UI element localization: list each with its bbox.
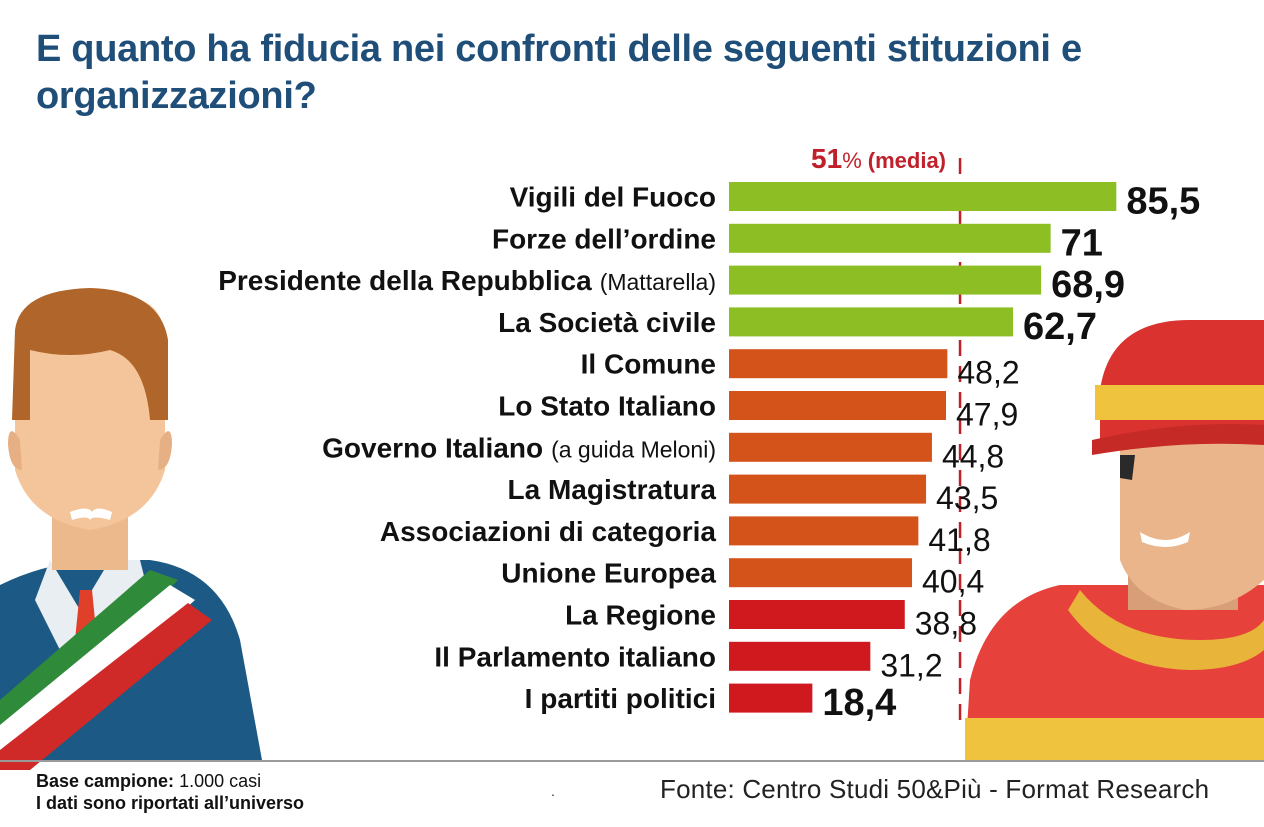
category-name: La Società civile <box>498 307 716 338</box>
category-label: Unione Europea <box>501 558 716 589</box>
mayor-with-tricolor-sash-icon <box>0 288 262 770</box>
bar <box>729 683 813 713</box>
category-name: La Magistratura <box>508 474 717 505</box>
category-name: Vigili del Fuoco <box>510 182 716 213</box>
bar <box>729 600 905 629</box>
category-name: Associazioni di categoria <box>380 516 717 547</box>
average-note: (media) <box>868 148 946 173</box>
category-label: Forze dell’ordine <box>492 223 716 254</box>
category-name: Il Parlamento italiano <box>434 641 716 672</box>
universe-note: I dati sono riportati all’universo <box>36 793 305 813</box>
firefighter-icon <box>965 320 1264 760</box>
category-label: Lo Stato Italiano <box>498 391 716 422</box>
category-name: Il Comune <box>581 349 716 380</box>
bar <box>729 307 1014 337</box>
value-label: 85,5 <box>1126 181 1200 223</box>
bar <box>729 182 1117 211</box>
footer-dot: . <box>551 783 555 799</box>
bar <box>729 432 932 462</box>
bar <box>729 349 948 379</box>
category-label: Governo Italiano (a guida Meloni) <box>322 432 716 463</box>
category-name: Lo Stato Italiano <box>498 391 716 422</box>
category-label: La Magistratura <box>508 474 717 505</box>
value-label: 31,2 <box>880 647 942 683</box>
bar <box>729 474 927 504</box>
value-label: 71 <box>1061 222 1103 264</box>
value-label: 18,4 <box>822 682 896 724</box>
category-note: (Mattarella) <box>600 269 716 295</box>
bar <box>729 516 919 546</box>
value-label: 41,8 <box>928 522 990 558</box>
category-label: Presidente della Repubblica (Mattarella) <box>218 265 716 296</box>
value-label: 44,8 <box>942 438 1004 474</box>
category-name: Unione Europea <box>501 558 716 589</box>
category-label: Il Comune <box>581 349 716 380</box>
bar <box>729 223 1051 253</box>
bar <box>729 641 871 671</box>
average-unit: % <box>842 148 862 173</box>
bar <box>729 558 913 588</box>
category-name: Governo Italiano <box>322 432 543 463</box>
bar <box>729 265 1042 295</box>
average-label: 51% (media) <box>811 143 946 174</box>
base-value: 1.000 casi <box>179 771 262 791</box>
value-label: 68,9 <box>1051 264 1125 306</box>
category-name: I partiti politici <box>525 683 716 714</box>
footer-notes: Base campione: 1.000 casi I dati sono ri… <box>36 770 304 814</box>
category-name: La Regione <box>565 600 716 631</box>
value-label: 62,7 <box>1023 306 1097 348</box>
category-label: I partiti politici <box>525 683 716 714</box>
source-note: Fonte: Centro Studi 50&Più - Format Rese… <box>660 774 1210 804</box>
category-label: Associazioni di categoria <box>380 516 717 547</box>
bar <box>729 391 946 420</box>
value-label: 40,4 <box>922 564 984 600</box>
footer-divider <box>0 760 1264 762</box>
value-label: 43,5 <box>936 480 998 516</box>
value-label: 38,8 <box>915 606 977 642</box>
category-label: Il Parlamento italiano <box>434 641 716 672</box>
value-label: 48,2 <box>957 355 1019 391</box>
value-label: 47,9 <box>956 397 1018 433</box>
category-label: La Società civile <box>498 307 716 338</box>
base-label: Base campione: <box>36 771 175 791</box>
category-note: (a guida Meloni) <box>551 436 716 462</box>
category-label: La Regione <box>565 600 716 631</box>
category-name: Presidente della Repubblica <box>218 265 592 296</box>
category-label: Vigili del Fuoco <box>510 182 716 213</box>
chart-title: E quanto ha fiducia nei confronti delle … <box>36 28 1082 117</box>
average-number: 51 <box>811 143 842 174</box>
category-name: Forze dell’ordine <box>492 223 716 254</box>
